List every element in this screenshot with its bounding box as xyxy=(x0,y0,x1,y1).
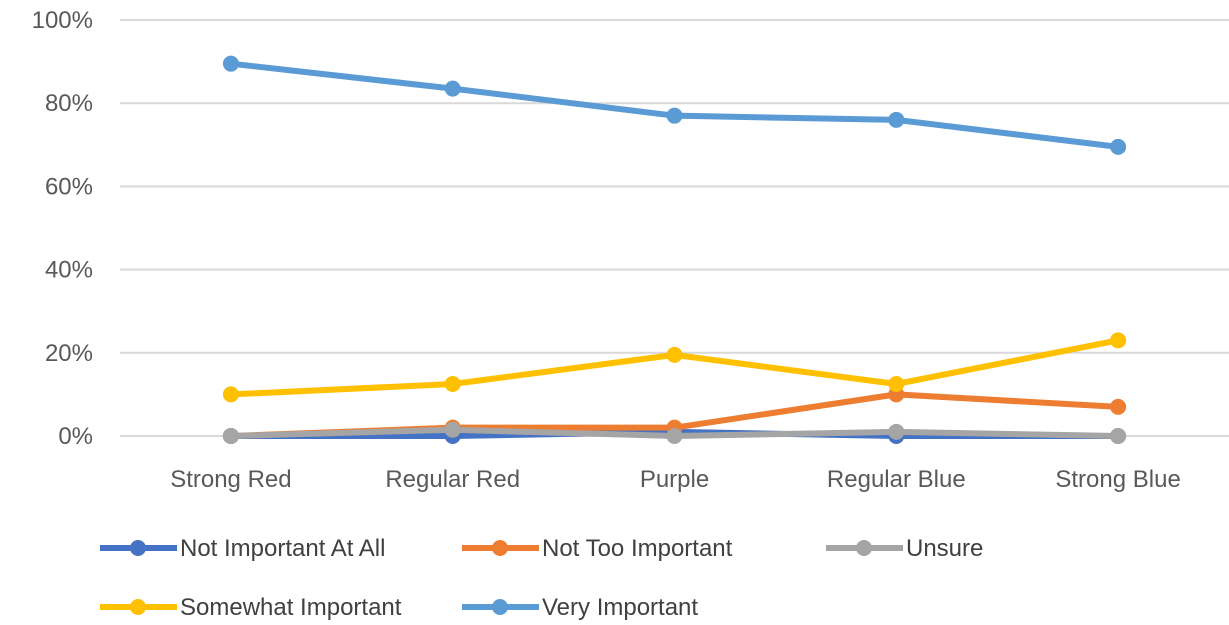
x-tick-label: Strong Blue xyxy=(1055,466,1180,493)
y-tick-label: 60% xyxy=(45,173,93,200)
data-point xyxy=(1110,428,1127,444)
x-tick-label: Regular Blue xyxy=(827,466,966,493)
legend-item: Not Too Important xyxy=(462,535,733,562)
series-4 xyxy=(222,55,1127,155)
gridlines xyxy=(120,19,1229,437)
data-point xyxy=(222,55,239,72)
data-point xyxy=(1110,138,1127,155)
series-3 xyxy=(222,332,1127,403)
y-tick-label: 20% xyxy=(45,340,93,367)
legend-item: Somewhat Important xyxy=(100,594,402,621)
legend-item: Not Important At All xyxy=(100,535,385,562)
data-point xyxy=(222,428,239,444)
data-point xyxy=(444,80,461,97)
data-point xyxy=(888,423,905,440)
legend: Not Important At All Not Too Important Uns… xyxy=(100,535,983,621)
series-lines xyxy=(222,55,1127,444)
data-point xyxy=(888,376,905,392)
legend-label: Very Important xyxy=(542,594,698,621)
legend-swatch-marker xyxy=(492,540,508,556)
y-tick-label: 100% xyxy=(32,7,93,34)
legend-label: Somewhat Important xyxy=(180,594,402,621)
data-point xyxy=(1110,332,1127,349)
data-point xyxy=(666,107,683,124)
y-axis-labels: 0% 20% 40% 60% 80% 100% xyxy=(32,7,93,450)
data-point xyxy=(666,428,683,444)
series-line xyxy=(227,60,1122,150)
legend-swatch-marker xyxy=(492,599,508,615)
data-point xyxy=(666,346,683,363)
x-tick-label: Regular Red xyxy=(385,466,520,493)
y-tick-label: 80% xyxy=(45,90,93,117)
series-2 xyxy=(222,421,1127,444)
legend-label: Not Too Important xyxy=(542,535,733,562)
x-axis-labels: Strong Red Regular Red Purple Regular Blue S… xyxy=(170,466,1181,493)
legend-item: Very Important xyxy=(462,594,698,621)
data-point xyxy=(444,421,461,438)
x-tick-label: Purple xyxy=(640,466,709,493)
x-tick-label: Strong Red xyxy=(170,466,291,493)
legend-swatch-marker xyxy=(130,540,146,556)
legend-label: Not Important At All xyxy=(180,535,385,562)
legend-swatch-marker xyxy=(856,540,872,556)
data-point xyxy=(222,386,239,403)
data-point xyxy=(888,111,905,128)
data-point xyxy=(444,376,461,392)
legend-swatch-marker xyxy=(130,599,146,615)
y-tick-label: 0% xyxy=(58,423,93,450)
legend-label: Unsure xyxy=(906,535,983,562)
legend-item: Unsure xyxy=(826,535,983,562)
y-tick-label: 40% xyxy=(45,257,93,284)
data-point xyxy=(1110,398,1127,415)
